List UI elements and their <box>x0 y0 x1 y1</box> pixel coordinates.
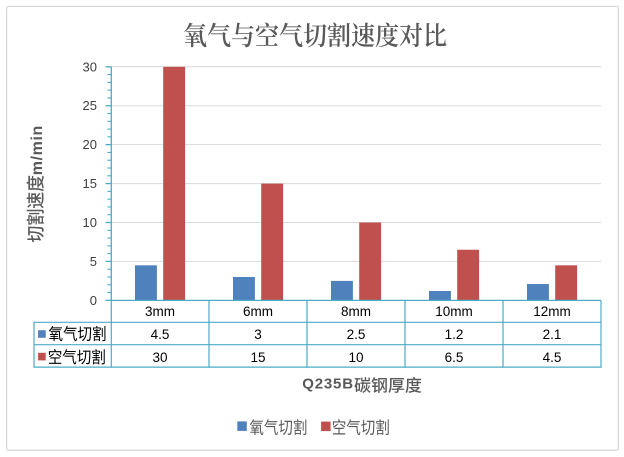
svg-text:15: 15 <box>250 350 265 365</box>
svg-text:25: 25 <box>83 98 97 113</box>
svg-text:4.5: 4.5 <box>543 350 562 365</box>
svg-text:10: 10 <box>83 215 97 230</box>
svg-text:m/min: m/min <box>29 125 46 175</box>
svg-text:2.1: 2.1 <box>543 327 562 342</box>
svg-text:6mm: 6mm <box>243 304 273 319</box>
svg-text:1.2: 1.2 <box>445 327 464 342</box>
svg-text:0: 0 <box>90 293 97 308</box>
svg-text:4.5: 4.5 <box>151 327 170 342</box>
svg-text:15: 15 <box>83 176 97 191</box>
svg-text:20: 20 <box>83 137 97 152</box>
svg-text:10: 10 <box>348 350 363 365</box>
svg-text:6.5: 6.5 <box>445 350 464 365</box>
svg-text:Q235B: Q235B <box>302 376 354 393</box>
svg-text:2.5: 2.5 <box>347 327 366 342</box>
svg-text:12mm: 12mm <box>533 304 571 319</box>
svg-text:30: 30 <box>152 350 167 365</box>
svg-text:30: 30 <box>83 59 97 74</box>
svg-text:3: 3 <box>254 327 262 342</box>
svg-text:3mm: 3mm <box>145 304 175 319</box>
svg-text:8mm: 8mm <box>341 304 371 319</box>
svg-text:10mm: 10mm <box>435 304 473 319</box>
svg-text:5: 5 <box>90 254 97 269</box>
